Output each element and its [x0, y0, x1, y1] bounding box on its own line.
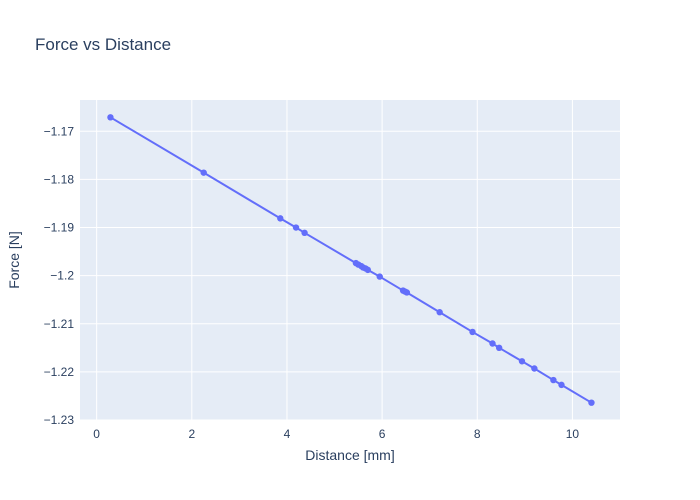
- data-point: [107, 114, 114, 121]
- data-point: [518, 358, 526, 365]
- y-tick-label: −1.2: [50, 269, 74, 283]
- data-point: [200, 169, 207, 176]
- x-tick-label: 2: [188, 427, 195, 441]
- y-axis-ticks: −1.23 −1.22 −1.21 −1.2 −1.19 −1.18 −1.17: [44, 124, 75, 427]
- chart-title: Force vs Distance: [35, 35, 171, 54]
- y-tick-label: −1.22: [44, 365, 75, 379]
- data-point: [436, 309, 443, 316]
- x-tick-label: 6: [379, 427, 386, 441]
- x-tick-label: 8: [474, 427, 481, 441]
- y-tick-label: −1.19: [44, 221, 75, 235]
- y-tick-label: −1.21: [44, 317, 75, 331]
- data-point: [558, 381, 565, 389]
- data-point: [376, 273, 383, 280]
- data-point: [277, 215, 284, 222]
- y-axis-title: Force [N]: [6, 231, 22, 289]
- x-tick-label: 4: [284, 427, 291, 441]
- data-point: [531, 365, 538, 372]
- data-point: [469, 328, 476, 336]
- x-tick-label: 10: [566, 427, 580, 441]
- data-point: [301, 229, 308, 237]
- data-point: [364, 266, 372, 274]
- x-axis-ticks: 0 2 4 6 8 10: [93, 427, 579, 441]
- y-tick-label: −1.23: [44, 413, 75, 427]
- x-tick-label: 0: [93, 427, 100, 441]
- gridlines: [80, 100, 620, 421]
- x-axis-title: Distance [mm]: [305, 447, 394, 463]
- data-point: [292, 224, 300, 231]
- data-point: [588, 399, 595, 406]
- y-tick-label: −1.18: [44, 172, 75, 186]
- y-tick-label: −1.17: [44, 124, 75, 138]
- data-series: [107, 114, 595, 406]
- data-point: [550, 376, 557, 384]
- data-point: [403, 289, 411, 296]
- data-point: [489, 340, 496, 347]
- data-point: [495, 344, 503, 352]
